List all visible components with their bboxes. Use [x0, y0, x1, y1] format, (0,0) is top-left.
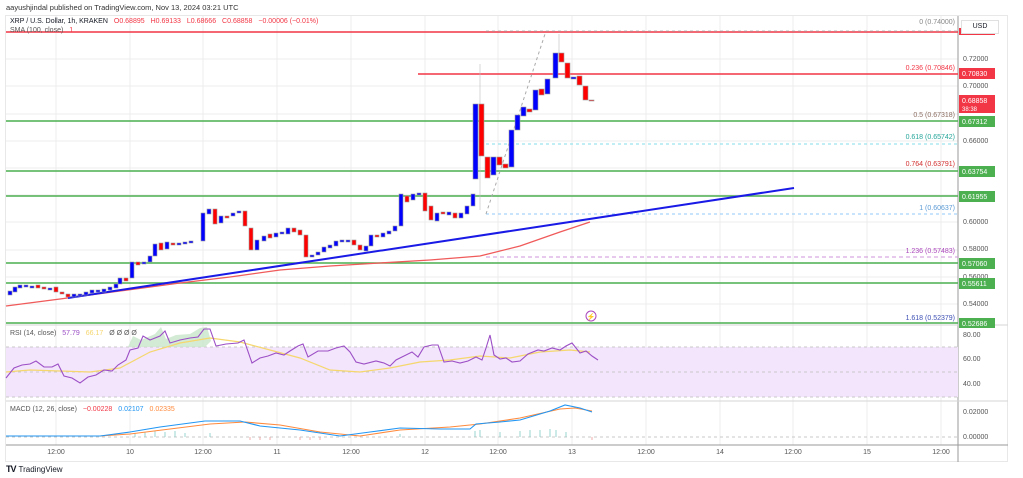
- trendline[interactable]: [67, 187, 795, 299]
- macd-line: [6, 404, 593, 437]
- svg-text:12:00: 12:00: [784, 449, 802, 456]
- svg-text:10: 10: [126, 449, 134, 456]
- svg-text:12:00: 12:00: [489, 449, 507, 456]
- tradingview-logo[interactable]: TV TradingView: [6, 464, 63, 474]
- svg-text:13: 13: [568, 449, 576, 456]
- svg-text:0.67312: 0.67312: [962, 119, 987, 126]
- svg-text:0.70830: 0.70830: [962, 71, 987, 78]
- publisher-caption: aayushjindal published on TradingView.co…: [6, 3, 239, 12]
- rsi-value: 57.79: [62, 330, 80, 337]
- macd-histogram-positive: [134, 429, 567, 437]
- svg-text:12:00: 12:00: [342, 449, 360, 456]
- rsi-axis-ticks: 80.00 60.00 40.00: [963, 332, 981, 388]
- time-axis[interactable]: 12:00 10 12:00 11 12:00 12 12:00 13 12:0…: [47, 449, 950, 456]
- svg-text:0.68858: 0.68858: [962, 98, 987, 105]
- svg-text:0.55611: 0.55611: [962, 281, 987, 288]
- svg-text:12: 12: [421, 449, 429, 456]
- svg-text:0.02000: 0.02000: [963, 409, 988, 416]
- fib-label-05: 0.5 (0.67318): [913, 112, 955, 119]
- currency-button[interactable]: USD: [961, 20, 999, 34]
- svg-text:0.70000: 0.70000: [963, 83, 988, 90]
- tradingview-brand: TradingView: [18, 464, 63, 474]
- rsi-overbought-fill: [128, 327, 211, 347]
- sma-value: 1: [69, 27, 74, 34]
- tradingview-logo-icon: TV: [6, 464, 16, 474]
- svg-text:0.52686: 0.52686: [962, 321, 987, 328]
- symbol-legend[interactable]: XRP / U.S. Dollar, 1h, KRAKEN O0.68895 H…: [10, 18, 322, 25]
- fib-label-0764: 0.764 (0.63791): [906, 161, 955, 168]
- fib-label-1: 1 (0.60637): [919, 205, 955, 212]
- ohlc-high: H0.69133: [150, 18, 181, 25]
- event-marker-icon[interactable]: ⚡: [585, 310, 597, 322]
- svg-text:60.00: 60.00: [963, 356, 981, 363]
- sma-legend[interactable]: SMA (100, close) 1: [10, 27, 77, 34]
- svg-text:0.56000: 0.56000: [963, 274, 988, 281]
- fib-label-1236: 1.236 (0.57483): [906, 248, 955, 255]
- svg-text:0.72000: 0.72000: [963, 56, 988, 63]
- svg-text:15: 15: [863, 449, 871, 456]
- svg-text:0.54000: 0.54000: [963, 301, 988, 308]
- ohlc-open: O0.68895: [113, 18, 145, 25]
- svg-text:0.60000: 0.60000: [963, 219, 988, 226]
- macd-axis-ticks: 0.02000 0.00000: [963, 409, 988, 441]
- macd-value: 0.02107: [118, 406, 144, 413]
- svg-text:0.00000: 0.00000: [963, 434, 988, 441]
- candlesticks: [7, 34, 595, 298]
- svg-text:11: 11: [273, 449, 280, 456]
- svg-text:12:00: 12:00: [47, 449, 65, 456]
- rsi-line: [5, 328, 599, 384]
- svg-text:12:00: 12:00: [194, 449, 212, 456]
- fib-label-0236: 0.236 (0.70846): [906, 65, 955, 72]
- svg-text:0.66000: 0.66000: [963, 138, 988, 145]
- svg-text:0.61955: 0.61955: [962, 194, 987, 201]
- svg-text:40.00: 40.00: [963, 381, 981, 388]
- svg-text:38:38: 38:38: [962, 107, 978, 113]
- ohlc-low: L0.68666: [186, 18, 217, 25]
- macd-signal-value: 0.02335: [149, 406, 175, 413]
- macd-histogram-negative: [249, 437, 593, 440]
- symbol-name: XRP / U.S. Dollar, 1h, KRAKEN: [10, 18, 108, 25]
- svg-text:⚡: ⚡: [587, 312, 596, 321]
- svg-text:0.63754: 0.63754: [962, 169, 987, 176]
- ohlc-close: C0.68858: [222, 18, 253, 25]
- rsi-label: RSI (14, close): [10, 330, 57, 337]
- rsi-ma-value: 66.17: [85, 330, 104, 337]
- fib-labels: 0 (0.74000) 0.236 (0.70846) 0.5 (0.67318…: [906, 19, 955, 322]
- chart-frame[interactable]: [5, 15, 1008, 462]
- rsi-ma-line: [5, 337, 591, 373]
- fib-label-0: 0 (0.74000): [919, 19, 955, 26]
- svg-text:12:00: 12:00: [637, 449, 655, 456]
- rsi-extras: Ø Ø Ø Ø: [109, 330, 137, 337]
- svg-text:0.57060: 0.57060: [962, 261, 987, 268]
- macd-label: MACD (12, 26, close): [10, 406, 77, 413]
- sma-label: SMA (100, close): [10, 27, 64, 34]
- fib-label-1618: 1.618 (0.52379): [906, 315, 955, 322]
- rsi-legend[interactable]: RSI (14, close) 57.79 66.17 Ø Ø Ø Ø: [10, 330, 141, 337]
- macd-hist-value: −0.00228: [82, 406, 113, 413]
- horizontal-grid: [6, 58, 958, 305]
- svg-text:12:00: 12:00: [932, 449, 950, 456]
- ohlc-change: −0.00006 (−0.01%): [258, 18, 319, 25]
- price-axis-ticks: 0.72000 0.70000 0.66000 0.60000 0.58000 …: [963, 56, 988, 308]
- macd-legend[interactable]: MACD (12, 26, close) −0.00228 0.02107 0.…: [10, 406, 179, 413]
- svg-text:14: 14: [716, 449, 724, 456]
- fib-label-0618: 0.618 (0.65742): [906, 134, 955, 141]
- svg-text:0.58000: 0.58000: [963, 246, 988, 253]
- svg-text:80.00: 80.00: [963, 332, 981, 339]
- price-badges: 0.70830 0.68858 38:38 0.67312 0.63754 0.…: [959, 28, 995, 328]
